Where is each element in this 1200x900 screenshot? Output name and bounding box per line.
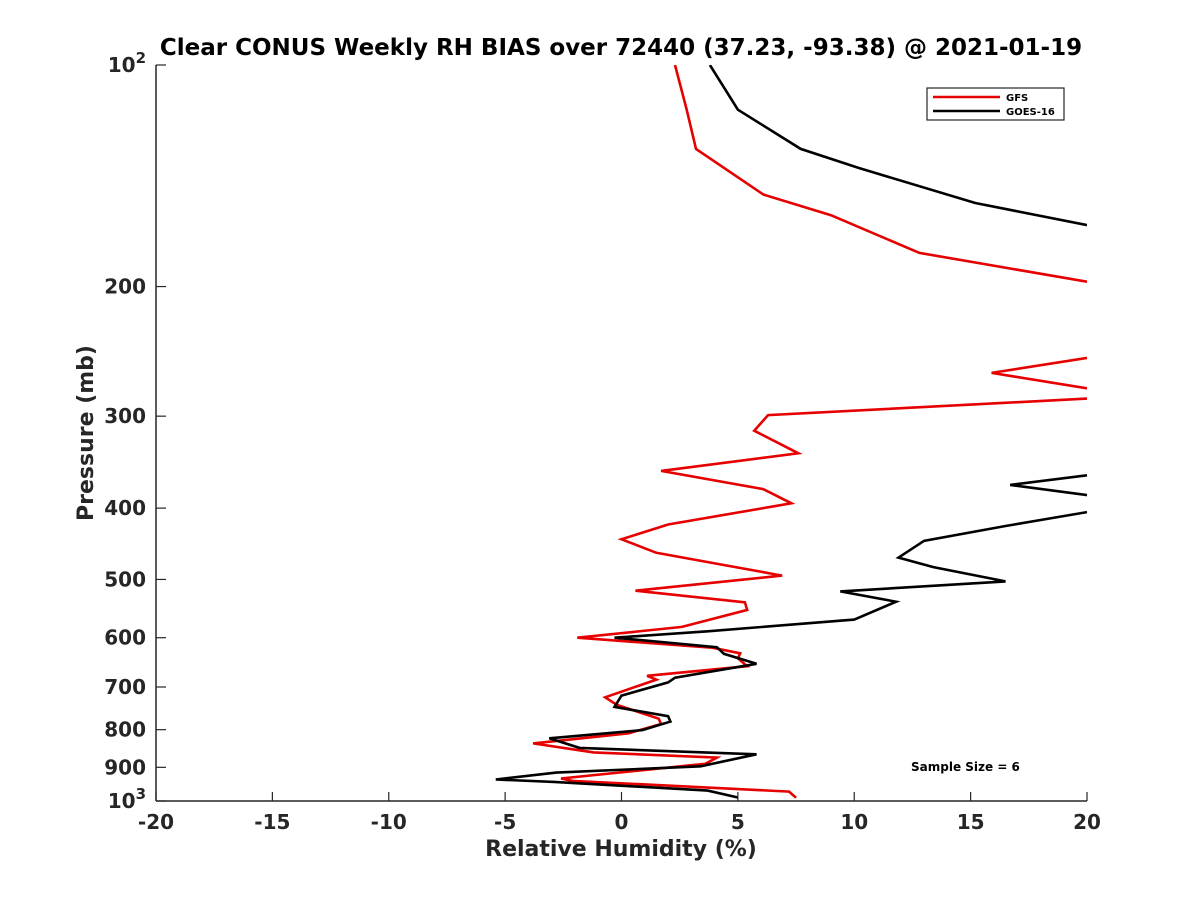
legend-label-gfs: GFS <box>1006 93 1028 104</box>
x-tick-label: 15 <box>957 810 985 834</box>
y-tick-label: 300 <box>104 404 146 428</box>
legend-box <box>926 87 1065 121</box>
x-tick-label: -20 <box>138 810 174 834</box>
series-line-gfs-segment-1 <box>991 356 1087 390</box>
y-tick-label: 500 <box>104 567 146 591</box>
y-tick-label: 103 <box>108 785 146 813</box>
series-line-goes16-segment-1 <box>1010 474 1087 497</box>
x-tick-label: -15 <box>254 810 290 834</box>
y-tick-label: 200 <box>104 275 146 299</box>
series-line-goes16-segment-2 <box>495 510 1087 799</box>
x-ticks: -20 -15 -10 -5 0 5 10 15 20 <box>138 792 1101 834</box>
x-tick-label: 10 <box>840 810 868 834</box>
legend: GFS GOES-16 <box>926 87 1065 121</box>
y-tick-label: 600 <box>104 626 146 650</box>
series-line-gfs-segment-0 <box>673 65 1087 283</box>
y-ticks: 102 200 300 400 500 600 700 800 900 103 <box>104 49 166 813</box>
y-tick-label: 102 <box>108 49 146 77</box>
series-line-gfs-segment-2 <box>532 397 1087 799</box>
y-tick-label: 900 <box>104 755 146 779</box>
x-tick-label: 5 <box>731 810 745 834</box>
sample-size-annotation: Sample Size = 6 <box>911 760 1020 774</box>
y-tick-label: 700 <box>104 675 146 699</box>
chart-title: Clear CONUS Weekly RH BIAS over 72440 (3… <box>160 35 1082 61</box>
legend-label-goes16: GOES-16 <box>1006 107 1055 118</box>
x-tick-label: 20 <box>1073 810 1101 834</box>
y-tick-label: 800 <box>104 718 146 742</box>
x-tick-label: -10 <box>371 810 407 834</box>
x-tick-label: 0 <box>615 810 629 834</box>
x-tick-label: -5 <box>494 810 516 834</box>
y-axis-label: Pressure (mb) <box>74 345 99 521</box>
plot-lines <box>495 65 1087 799</box>
x-axis-label: Relative Humidity (%) <box>485 837 757 862</box>
series-line-goes16-segment-0 <box>708 65 1087 227</box>
y-tick-label: 400 <box>104 496 146 520</box>
